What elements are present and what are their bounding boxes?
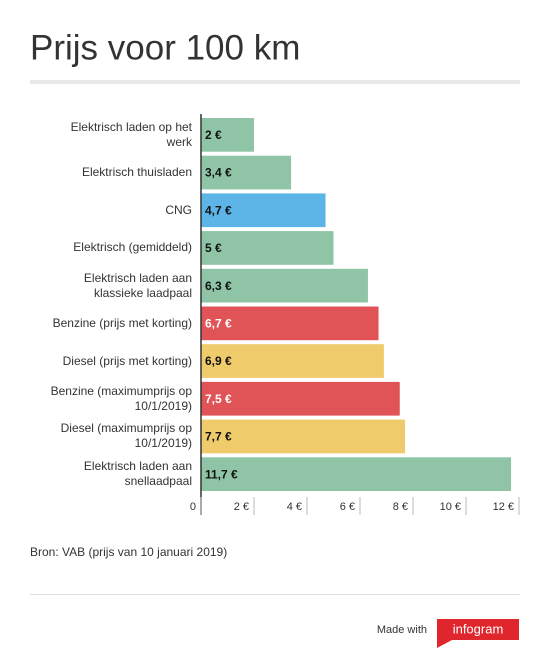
- x-tick-label: 4 €: [287, 501, 302, 513]
- category-label: Diesel (maximumprijs op 10/1/2019): [10, 418, 192, 456]
- x-tick-label: 0: [190, 501, 196, 513]
- category-text: Diesel (maximumprijs op 10/1/2019): [60, 421, 192, 451]
- chart-title: Prijs voor 100 km: [30, 28, 300, 67]
- category-text: Benzine (prijs met korting): [52, 315, 192, 330]
- bar: [201, 419, 406, 454]
- value-label: 11,7 €: [205, 467, 238, 481]
- category-label: Benzine (maximumprijs op 10/1/2019): [10, 380, 192, 418]
- value-label: 6,9 €: [205, 354, 232, 368]
- category-text: Benzine (maximumprijs op 10/1/2019): [50, 383, 192, 413]
- value-label: 4,7 €: [205, 203, 232, 217]
- bar: [201, 118, 254, 152]
- category-label: Elektrisch (gemiddeld): [10, 229, 192, 267]
- x-tick-label: 12 €: [493, 501, 514, 513]
- category-label: Diesel (prijs met korting): [10, 342, 192, 380]
- source: Bron: VAB (prijs van 10 januari 2019): [30, 545, 227, 559]
- bar: [201, 231, 334, 265]
- category-label: CNG: [10, 191, 192, 229]
- value-label: 6,7 €: [205, 317, 232, 331]
- footer-rule: [30, 594, 520, 595]
- category-text: CNG: [165, 202, 192, 217]
- x-tick-label: 2 €: [234, 501, 249, 513]
- category-text: Elektrisch thuisladen: [81, 165, 192, 180]
- footer-brand: infogram: [453, 621, 504, 636]
- value-label: 6,3 €: [205, 279, 232, 293]
- title-rule: [30, 80, 520, 84]
- category-text: Elektrisch laden aan snellaadpaal: [83, 459, 192, 489]
- category-label: Elektrisch thuisladen: [10, 154, 192, 192]
- value-label: 7,7 €: [205, 430, 232, 444]
- bar: [201, 381, 400, 416]
- value-label: 7,5 €: [205, 392, 232, 406]
- value-label: 2 €: [205, 128, 222, 142]
- x-tick-label: 10 €: [440, 501, 461, 513]
- footer-text: Made with: [377, 624, 427, 636]
- bar: [201, 155, 292, 190]
- value-label: 3,4 €: [205, 166, 232, 180]
- bar: [201, 268, 368, 303]
- category-text: Elektrisch laden op het werk: [70, 119, 192, 149]
- category-label: Benzine (prijs met korting): [10, 305, 192, 343]
- category-label: Elektrisch laden aan snellaadpaal: [10, 455, 192, 493]
- bar: [201, 344, 384, 378]
- x-tick-label: 8 €: [393, 501, 408, 513]
- brand-badge: [437, 619, 519, 648]
- bar: [201, 193, 326, 228]
- category-label: Elektrisch laden op het werk: [10, 116, 192, 154]
- value-label: 5 €: [205, 241, 222, 255]
- category-text: Elektrisch laden aan klassieke laadpaal: [83, 270, 192, 300]
- bar: [201, 457, 512, 491]
- category-text: Diesel (prijs met korting): [62, 353, 192, 368]
- x-tick-label: 6 €: [340, 501, 355, 513]
- bar: [201, 306, 379, 341]
- category-label: Elektrisch laden aan klassieke laadpaal: [10, 267, 192, 305]
- category-text: Elektrisch (gemiddeld): [73, 240, 192, 255]
